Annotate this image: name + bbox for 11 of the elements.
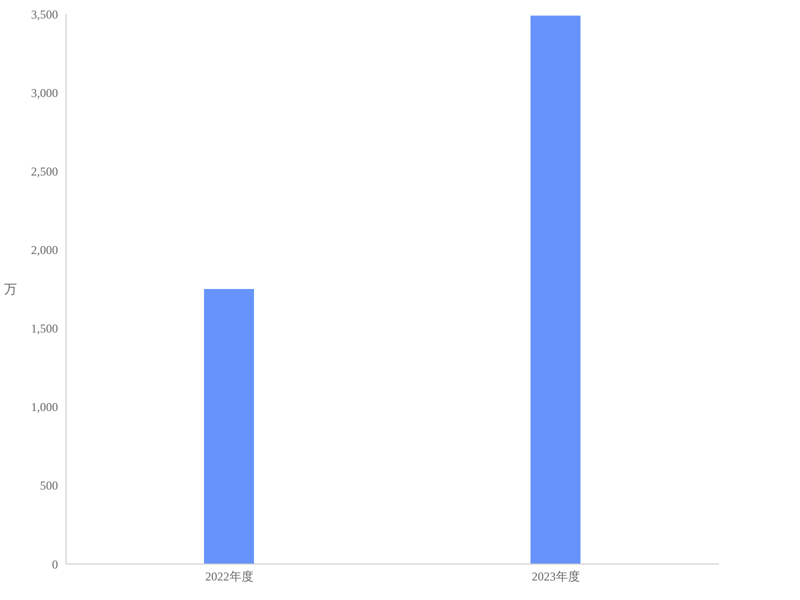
y-tick-label: 2,500 — [31, 164, 58, 178]
y-tick-label: 500 — [40, 478, 58, 493]
x-tick-label: 2023年度 — [532, 570, 580, 584]
y-tick-label: 0 — [52, 557, 58, 572]
y-tick-label: 3,000 — [31, 86, 58, 100]
y-tick-label: 1,500 — [31, 322, 58, 336]
y-axis-title: 万 — [4, 282, 17, 297]
y-tick-label: 3,500 — [31, 7, 58, 22]
x-tick-label: 2022年度 — [205, 570, 254, 584]
y-tick-label: 2,000 — [31, 242, 58, 257]
y-tick-label: 1,000 — [31, 400, 58, 414]
